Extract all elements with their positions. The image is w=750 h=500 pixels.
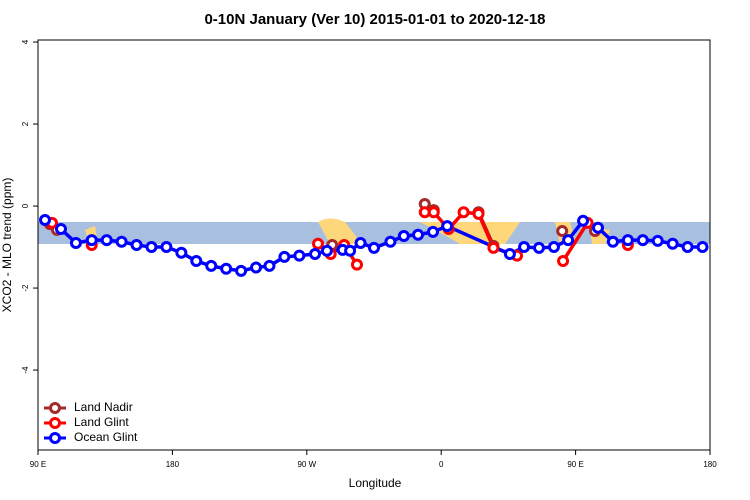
y-axis-label: XCO2 - MLO trend (ppm) [0,178,14,313]
point [397,229,410,242]
legend-marker [49,417,61,429]
point [69,236,82,249]
ocean-band [38,222,710,244]
x-tick-label: 180 [166,460,180,469]
point [205,259,218,272]
chart-title: 0-10N January (Ver 10) 2015-01-01 to 202… [204,11,545,28]
point [651,234,664,247]
point [263,259,276,272]
point [606,235,619,248]
point [100,234,113,247]
point [320,244,333,257]
point [621,234,634,247]
legend-label: Land Nadir [74,400,133,414]
x-tick-label: 0 [439,460,444,469]
point [533,241,546,254]
point [636,234,649,247]
point [344,244,357,257]
y-tick-label: 0 [21,203,30,208]
point [85,234,98,247]
point [457,206,470,219]
point [39,213,52,226]
legend-marker [49,432,61,444]
y-tick-label: 4 [21,39,30,44]
point [350,258,363,271]
point [130,239,143,251]
x-tick-label: 180 [703,460,717,469]
point [278,250,291,263]
y-tick-label: -2 [21,284,30,292]
y-tick-label: 2 [21,121,30,126]
legend-label: Land Glint [74,415,129,429]
point [309,248,322,261]
point [547,241,560,254]
point [384,235,397,248]
point [293,249,306,262]
point [426,225,439,238]
point [503,248,516,261]
point [557,254,570,267]
point [312,237,324,250]
point [487,241,500,254]
point [368,241,380,254]
point [412,228,425,241]
land-americas [318,218,362,244]
point [681,241,694,254]
point [441,220,454,233]
x-axis-label: Longitude [349,476,402,490]
point [190,254,203,267]
y-tick-label: -4 [21,366,30,374]
x-tick-label: 90 W [297,460,316,469]
x-tick-label: 90 E [567,460,583,469]
point [562,234,575,247]
point [145,241,158,254]
point [220,262,233,275]
point [115,235,128,248]
legend-label: Ocean Glint [74,430,138,444]
point [666,237,679,250]
point [250,261,263,274]
point [235,264,248,277]
point [427,206,440,219]
x-tick-label: 90 E [30,460,46,469]
point [160,241,173,254]
point [472,207,485,220]
point [354,236,367,249]
point [577,214,590,227]
point [54,223,67,236]
point [696,241,709,254]
plot-frame [37,39,711,451]
point [175,246,188,259]
point [592,221,604,234]
legend-marker [49,402,61,414]
point [518,241,531,254]
point [556,225,569,238]
